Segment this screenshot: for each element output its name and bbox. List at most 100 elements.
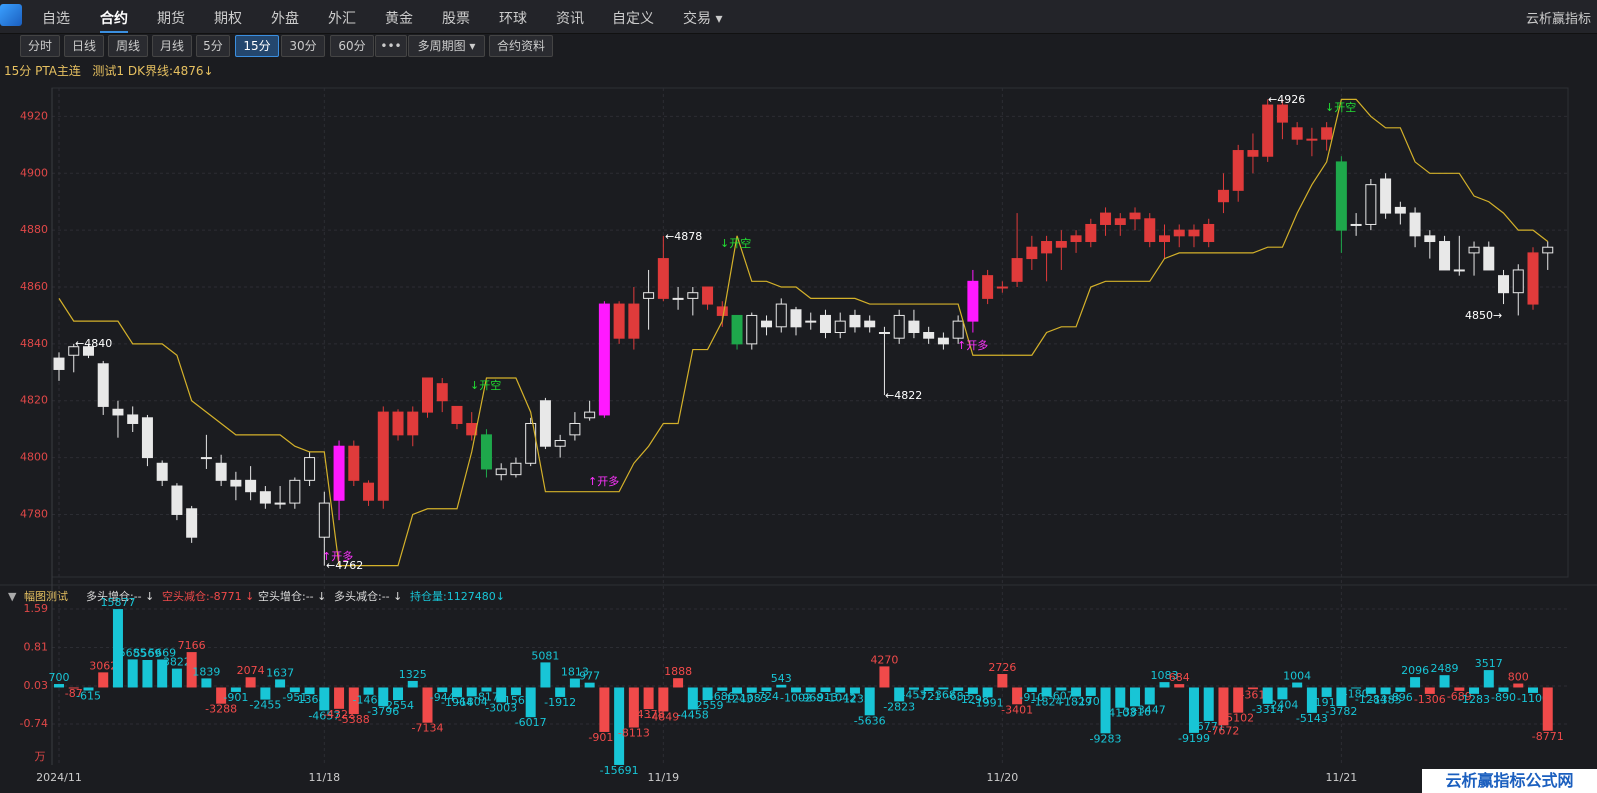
candle-body: [436, 383, 448, 402]
bar: [112, 609, 123, 688]
nav-item[interactable]: 交易 ▾: [683, 11, 723, 27]
dk-line: [58, 98, 1549, 567]
nav-item[interactable]: 外汇: [328, 11, 356, 27]
candle-body: [466, 422, 478, 436]
toolbar-button[interactable]: 30分: [281, 35, 325, 57]
bar: [83, 687, 94, 691]
value-label: -4657: [308, 709, 340, 722]
y-tick-label: 4880: [20, 223, 48, 236]
value-label: -968: [798, 691, 823, 704]
toolbar-button[interactable]: 60分: [330, 35, 374, 57]
nav-item[interactable]: 资讯: [556, 11, 584, 27]
candle-body: [643, 292, 655, 299]
value-label: -1462: [353, 694, 385, 707]
candle-body: [1291, 127, 1303, 140]
nav-item[interactable]: 黄金: [385, 11, 413, 27]
y-tick-label: 0.03: [24, 679, 49, 692]
toolbar-button[interactable]: 多周期图 ▾: [408, 35, 485, 57]
value-label: -3796: [367, 705, 399, 718]
nav-item[interactable]: 自选: [42, 11, 70, 27]
candle-body: [908, 320, 920, 333]
candle-body: [245, 479, 257, 493]
candle-body: [333, 445, 345, 501]
candle-body: [952, 320, 964, 339]
bar: [628, 687, 639, 728]
toolbar-button[interactable]: 周线: [108, 35, 148, 57]
value-label: -1298: [957, 693, 989, 706]
candle-body: [790, 309, 802, 328]
value-label: -4322: [323, 708, 355, 721]
toolbar-button[interactable]: 5分: [196, 35, 230, 57]
value-label: -1042: [824, 692, 856, 705]
value-label: 1637: [266, 666, 294, 679]
value-label: -2404: [1266, 698, 1298, 711]
value-label: -453: [901, 689, 926, 702]
value-label: 3517: [1475, 657, 1503, 670]
bar: [569, 678, 580, 688]
value-label: -1306: [1414, 693, 1446, 706]
value-label: -1283: [1458, 693, 1490, 706]
value-label: -4103: [1104, 707, 1136, 720]
value-label: -1824: [1031, 695, 1063, 708]
bar: [732, 687, 743, 694]
bar: [820, 687, 831, 692]
legend-entry: 空头增仓:-- ↓: [258, 589, 326, 603]
candle-body: [1114, 218, 1126, 225]
candle-body: [982, 275, 994, 299]
bar: [1439, 675, 1450, 688]
candle-body: [1144, 218, 1156, 243]
nav-item[interactable]: 外盘: [271, 11, 299, 27]
value-label: 800: [1508, 671, 1529, 684]
toolbar-button[interactable]: 15分: [235, 35, 279, 57]
value-label: -9199: [1178, 732, 1210, 745]
bar: [1469, 687, 1480, 694]
nav-item[interactable]: 自定义: [612, 11, 654, 27]
bar: [1247, 687, 1258, 690]
annotation: ↓开空: [1325, 100, 1356, 114]
value-label: -7134: [412, 722, 444, 735]
value-label: -15691: [600, 764, 639, 777]
candle-body: [1453, 269, 1465, 272]
annotation: ←4840: [75, 337, 112, 350]
bar: [1365, 687, 1376, 694]
value-label: 1813: [561, 666, 589, 679]
toolbar-button[interactable]: 合约资料: [489, 35, 553, 57]
annotation: ←4822: [885, 389, 922, 402]
nav-item[interactable]: 期权: [214, 11, 242, 27]
bar: [717, 687, 728, 691]
nav-item[interactable]: 环球: [499, 11, 527, 27]
legend-entry: 空头减仓:-8771 ↓: [162, 589, 254, 603]
value-label: -1912: [544, 696, 576, 709]
value-label: 3062: [89, 659, 117, 672]
nav-item[interactable]: 期货: [157, 11, 185, 27]
bar: [275, 679, 286, 688]
logo[interactable]: [0, 4, 22, 26]
value-label: -1083: [736, 692, 768, 705]
y-tick-label: 4820: [20, 394, 48, 407]
annotation: ↑开多: [957, 338, 988, 352]
bar: [555, 687, 566, 697]
candle-body: [1424, 235, 1436, 243]
toolbar-button[interactable]: 月线: [152, 35, 192, 57]
value-label: -1364: [294, 693, 326, 706]
y-tick-label: 4840: [20, 337, 48, 350]
value-label: 2074: [237, 664, 265, 677]
bar: [216, 687, 227, 704]
nav-item[interactable]: 股票: [442, 11, 470, 27]
toolbar-button[interactable]: •••: [375, 35, 407, 57]
value-label: -3447: [1134, 704, 1166, 717]
nav-item[interactable]: 合约: [100, 8, 128, 33]
indicator-label: 测试1 DK界线:4876↓: [92, 64, 214, 78]
bar: [761, 687, 772, 692]
value-label: 543: [771, 672, 792, 685]
bar: [540, 662, 551, 688]
candle-body: [1306, 138, 1318, 141]
bar: [1513, 683, 1524, 688]
candle-body: [1542, 246, 1554, 254]
toolbar-button[interactable]: 日线: [64, 35, 104, 57]
bar: [1085, 687, 1096, 696]
user-name[interactable]: 云析赢指标: [1525, 12, 1591, 27]
bar: [422, 687, 433, 723]
toolbar-button[interactable]: 分时: [20, 35, 60, 57]
